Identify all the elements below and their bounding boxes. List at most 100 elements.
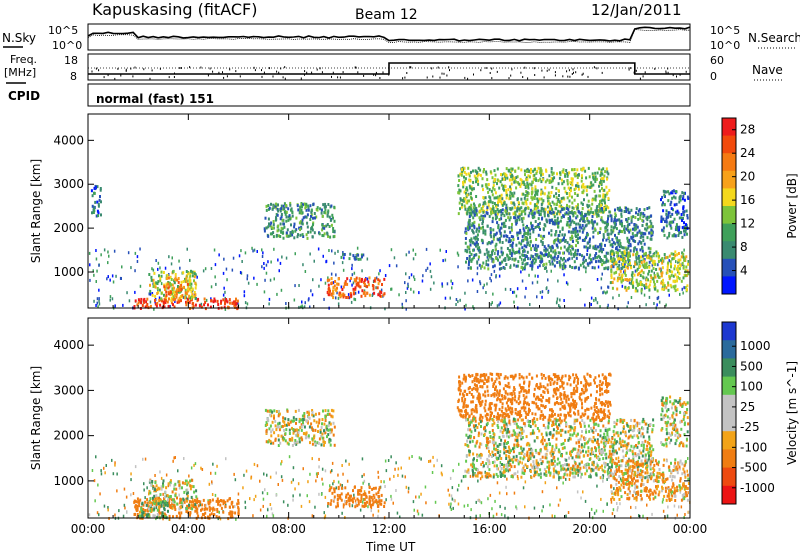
data-cell [516, 507, 518, 511]
data-cell [390, 287, 393, 291]
nave-dot [337, 76, 339, 79]
data-cell [338, 291, 341, 295]
data-cell [672, 189, 675, 193]
data-cell [685, 274, 688, 277]
data-cell [464, 291, 466, 295]
data-cell [223, 286, 225, 290]
data-cell [563, 186, 566, 190]
data-cell [191, 295, 194, 299]
data-cell [470, 196, 473, 200]
data-cell [153, 499, 156, 503]
data-cell [290, 223, 292, 227]
data-cell [207, 499, 209, 503]
data-cell [497, 238, 500, 242]
data-cell [166, 273, 169, 277]
data-cell [508, 249, 511, 252]
data-cell [564, 212, 567, 216]
data-cell [503, 266, 506, 270]
data-cell [594, 171, 597, 175]
data-cell [161, 500, 164, 504]
data-cell [613, 271, 616, 275]
data-cell [642, 514, 644, 518]
data-cell [498, 186, 501, 190]
data-cell [509, 185, 512, 189]
data-cell [605, 167, 608, 171]
data-cell [500, 213, 503, 217]
data-cell [253, 276, 255, 280]
data-cell [581, 185, 584, 189]
data-cell [489, 493, 492, 497]
data-cell [311, 228, 314, 232]
data-cell [368, 485, 371, 489]
data-cell [269, 424, 272, 428]
data-cell [162, 271, 165, 274]
data-cell [498, 229, 501, 233]
data-cell [320, 278, 322, 282]
data-cell [272, 220, 275, 223]
nave-dot [272, 75, 274, 78]
data-cell [274, 438, 277, 442]
data-cell [96, 209, 99, 213]
data-cell [509, 243, 512, 247]
data-cell [224, 307, 227, 311]
data-cell [540, 197, 543, 201]
data-cell [590, 303, 592, 306]
data-cell [240, 249, 242, 253]
data-cell [552, 210, 555, 214]
data-cell [559, 219, 562, 223]
data-cell [476, 272, 479, 276]
data-cell [548, 245, 551, 249]
data-cell [572, 475, 574, 479]
data-cell [246, 274, 249, 278]
data-cell [498, 240, 501, 244]
data-cell [214, 493, 217, 497]
data-cell [95, 455, 97, 459]
data-cell [237, 492, 240, 496]
data-cell [155, 494, 158, 498]
data-cell [97, 211, 100, 215]
data-cell [237, 501, 240, 505]
data-cell [270, 441, 272, 445]
data-cell [393, 474, 395, 478]
data-cell [562, 263, 565, 267]
data-cell [509, 190, 512, 194]
data-cell [277, 483, 279, 486]
data-cell [580, 174, 583, 178]
data-cell [324, 208, 327, 212]
data-cell [505, 196, 508, 200]
data-cell [186, 300, 189, 304]
data-cell [476, 237, 479, 241]
data-cell [683, 286, 685, 290]
data-cell [501, 208, 504, 212]
data-cell [323, 226, 326, 230]
data-cell [303, 412, 306, 415]
data-cell [481, 241, 484, 245]
data-cell [457, 191, 460, 195]
data-cell [526, 178, 529, 181]
data-cell [486, 186, 489, 190]
data-cell [683, 229, 685, 233]
data-cell [318, 418, 321, 422]
data-cell [296, 440, 299, 444]
data-cell [157, 496, 160, 500]
data-cell [171, 292, 174, 296]
data-cell [230, 510, 233, 514]
data-cell [554, 514, 556, 518]
data-cell [147, 507, 150, 511]
data-cell [434, 500, 437, 504]
data-cell [168, 273, 170, 276]
data-cell [513, 216, 516, 220]
data-cell [313, 231, 316, 235]
data-cell [535, 259, 537, 263]
data-cell [579, 219, 581, 223]
data-cell [524, 208, 527, 212]
data-cell [281, 460, 283, 464]
data-cell [638, 272, 641, 275]
data-cell [516, 233, 519, 237]
data-cell [483, 168, 485, 171]
nave-dot [496, 70, 498, 73]
data-cell [543, 223, 546, 227]
data-cell [152, 282, 154, 286]
data-cell [290, 208, 292, 212]
data-cell [537, 166, 540, 170]
